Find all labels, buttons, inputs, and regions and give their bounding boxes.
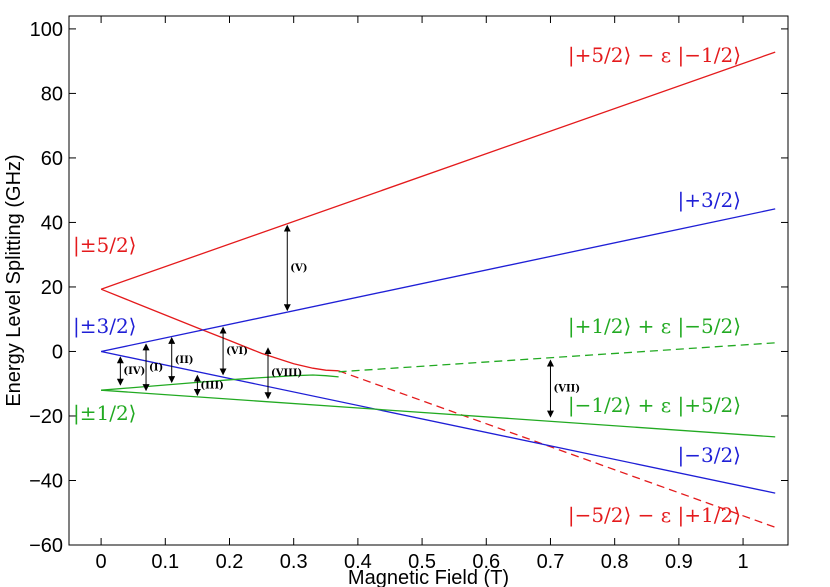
x-tick-label: 0.2	[216, 551, 244, 573]
state-label: |−3/2⟩	[678, 443, 742, 468]
y-axis-label: Energy Level Splitting (GHz)	[3, 154, 25, 406]
state-label: |−5/2⟩ − ε |+1/2⟩	[568, 503, 741, 528]
x-tick-label: 0.1	[151, 551, 179, 573]
x-tick-label: 0.7	[537, 551, 565, 573]
transitions-group: (I) (II) (III) (IV) (V) (VI) (VIII) (VII)	[116, 224, 580, 418]
plot-area	[68, 15, 789, 546]
x-tick-label: 0.5	[408, 551, 436, 573]
transition-label: (I)	[149, 362, 163, 373]
x-tick-label: 0	[96, 551, 107, 573]
state-label: |±5/2⟩	[73, 233, 137, 258]
transition-label: (VII)	[553, 384, 580, 395]
y-tick-label: 60	[41, 148, 63, 170]
plot-frame	[68, 15, 789, 546]
x-tick-label: 0.4	[344, 551, 372, 573]
y-tick-label: −20	[29, 406, 63, 428]
x-tick-label: 0.8	[601, 551, 629, 573]
axis-ticks: 0 0.1 0.2 0.3 0.4 0.5 0.6 0.7 0.8 0.9 1 −60 −40 −20 0 2…	[29, 16, 788, 573]
y-tick-label: 0	[52, 341, 63, 363]
y-tick-label: 40	[41, 212, 63, 234]
series-line-plus52	[100, 51, 776, 290]
transition-label: (III)	[200, 380, 224, 391]
state-label: |±1/2⟩	[73, 401, 137, 426]
transition-label: (VIII)	[271, 368, 302, 379]
state-label: |±3/2⟩	[73, 314, 137, 339]
state-labels: |±5/2⟩ |±3/2⟩ |±1/2⟩ |+5/2⟩ − ε |−1/2⟩ |+3/2…	[73, 43, 741, 528]
state-label: |+3/2⟩	[678, 188, 742, 213]
series-group	[100, 51, 776, 528]
series-line-minus52_solid	[100, 288, 339, 372]
transition-label: (IV)	[123, 366, 145, 377]
x-tick-label: 0.6	[472, 551, 500, 573]
transition-label: (V)	[290, 263, 307, 274]
y-tick-label: 80	[41, 83, 63, 105]
series-line-plus12_dashed	[338, 342, 776, 373]
state-label: |−1/2⟩ + ε |+5/2⟩	[568, 393, 741, 418]
y-tick-label: −40	[29, 470, 63, 492]
series-line-minus12	[101, 389, 776, 438]
y-tick-label: 100	[30, 19, 63, 41]
transition-label: (VI)	[226, 346, 248, 357]
y-tick-label: 20	[41, 277, 63, 299]
x-tick-label: 0.3	[280, 551, 308, 573]
x-tick-label: 0.9	[665, 551, 693, 573]
transition-label: (II)	[175, 355, 194, 366]
state-label: |+5/2⟩ − ε |−1/2⟩	[568, 43, 741, 68]
y-tick-label: −60	[29, 535, 63, 557]
series-line-plus32	[100, 208, 776, 353]
x-tick-label: 1	[738, 551, 749, 573]
series-line-minus32	[100, 350, 776, 494]
state-label: |+1/2⟩ + ε |−5/2⟩	[568, 314, 741, 339]
x-axis-label: Magnetic Field (T)	[348, 567, 509, 587]
